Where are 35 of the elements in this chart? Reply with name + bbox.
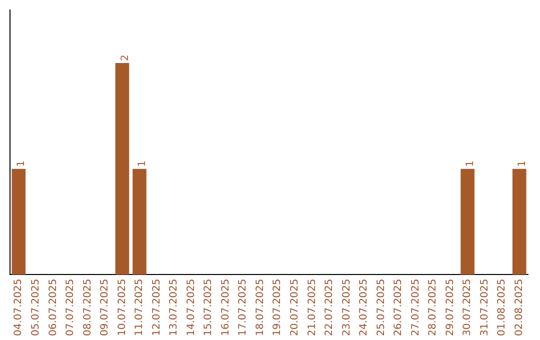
x-tick-label: 12.07.2025 (151, 278, 162, 336)
x-tick-label: 22.07.2025 (324, 278, 336, 336)
x-tick-label: 08.07.2025 (82, 278, 94, 336)
x-tick-label: 17.07.2025 (238, 278, 249, 336)
x-tick-label: 27.07.2025 (410, 278, 422, 336)
x-tick-label: 31.07.2025 (479, 278, 490, 336)
x-tick-label: 18.07.2025 (254, 278, 266, 336)
x-tick-label: 28.07.2025 (428, 278, 439, 336)
x-tick-label: 24.07.2025 (358, 278, 370, 336)
x-tick-label: 06.07.2025 (48, 278, 59, 336)
x-tick-label: 30.07.2025 (462, 278, 474, 336)
x-tick-label: 19.07.2025 (272, 278, 284, 336)
data-label: 1 (137, 160, 148, 167)
x-tick-label: 13.07.2025 (168, 278, 180, 336)
data-label: 2 (120, 54, 131, 61)
x-tick-label: 23.07.2025 (341, 278, 352, 336)
x-tick-label: 07.07.2025 (65, 278, 76, 336)
x-tick-label: 26.07.2025 (393, 278, 404, 336)
x-tick-label: 21.07.2025 (306, 278, 318, 336)
x-tick-label: 04.07.2025 (13, 278, 24, 336)
x-tick-label: 11.07.2025 (134, 278, 146, 336)
data-label: 1 (16, 160, 28, 167)
x-tick-label: 20.07.2025 (289, 278, 300, 336)
x-tick-label: 05.07.2025 (30, 278, 42, 336)
x-tick-label: 25.07.2025 (376, 278, 387, 336)
x-tick-label: 02.08.2025 (514, 278, 525, 336)
x-tick-label: 29.07.2025 (444, 278, 456, 336)
data-label: 1 (516, 160, 528, 167)
x-tick-label: 09.07.2025 (100, 278, 111, 336)
x-tick-label: 15.07.2025 (203, 278, 214, 336)
x-tick-label: 14.07.2025 (186, 278, 197, 336)
x-tick-label: 01.08.2025 (496, 278, 508, 336)
x-tick-label: 10.07.2025 (116, 278, 128, 336)
x-tick-label: 16.07.2025 (220, 278, 232, 336)
data-label: 1 (465, 160, 476, 167)
